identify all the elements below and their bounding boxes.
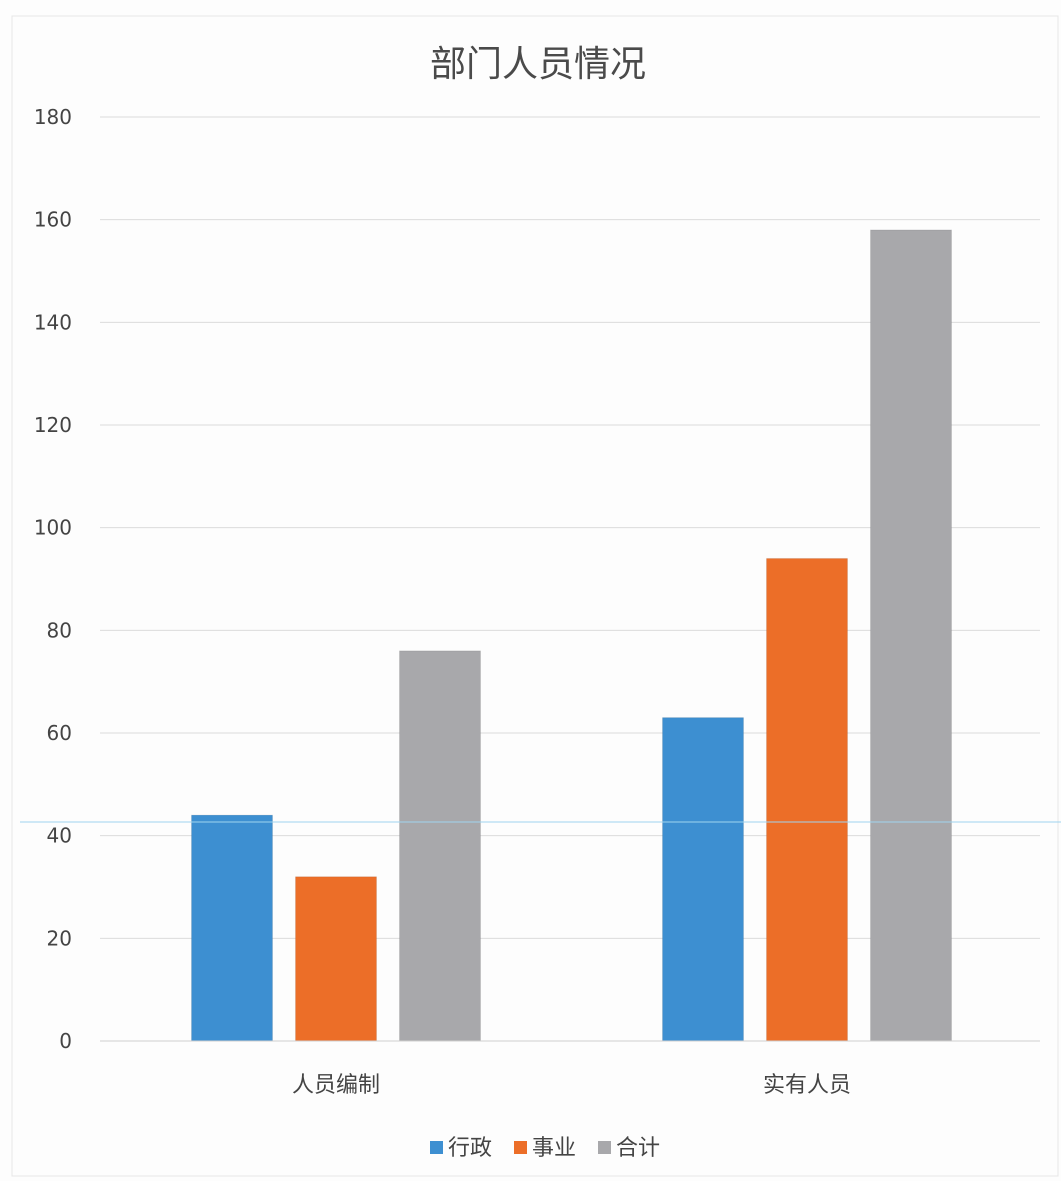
y-tick-label: 160 bbox=[34, 208, 72, 232]
chart-border bbox=[11, 15, 1059, 1177]
bar-事业-人员编制 bbox=[295, 876, 377, 1042]
bar-行政-人员编制 bbox=[191, 814, 273, 1042]
y-tick-label: 40 bbox=[47, 824, 72, 848]
bar-合计-人员编制 bbox=[399, 650, 481, 1042]
x-category-label: 实有人员 bbox=[763, 1073, 851, 1098]
y-axis-ticks: 0 20 40 60 80 100 120 140 160 180 bbox=[34, 105, 72, 1053]
y-tick-label: 80 bbox=[47, 618, 72, 642]
bar-行政-实有人员 bbox=[662, 717, 744, 1042]
chart-title: 部门人员情况 bbox=[430, 44, 646, 85]
legend-swatch-合计 bbox=[598, 1141, 611, 1154]
y-tick-label: 0 bbox=[59, 1029, 72, 1053]
y-tick-label: 20 bbox=[47, 926, 72, 950]
bar-合计-实有人员 bbox=[870, 229, 952, 1042]
legend-label: 行政 bbox=[448, 1136, 492, 1161]
legend-label: 事业 bbox=[532, 1136, 576, 1161]
legend-label: 合计 bbox=[616, 1136, 660, 1161]
y-tick-label: 140 bbox=[34, 310, 72, 334]
y-tick-label: 60 bbox=[47, 721, 72, 745]
legend-swatch-事业 bbox=[514, 1141, 527, 1154]
legend: 行政 事业 合计 bbox=[430, 1136, 660, 1161]
x-axis-categories: 人员编制 实有人员 bbox=[292, 1073, 851, 1098]
y-tick-label: 180 bbox=[34, 105, 72, 129]
x-category-label: 人员编制 bbox=[292, 1073, 380, 1098]
bars bbox=[191, 229, 952, 1042]
bar-事业-实有人员 bbox=[766, 557, 848, 1042]
legend-swatch-行政 bbox=[430, 1141, 443, 1154]
y-tick-label: 120 bbox=[34, 413, 72, 437]
y-tick-label: 100 bbox=[34, 516, 72, 540]
